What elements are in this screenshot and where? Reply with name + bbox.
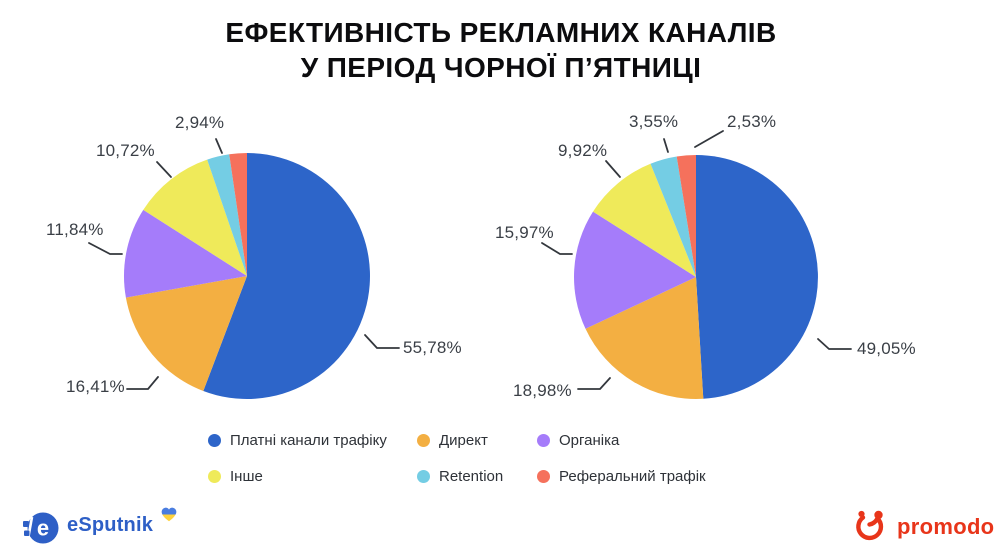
leader-left-retention xyxy=(215,138,223,154)
label-right-paid: 49,05% xyxy=(857,339,916,358)
leader-right-direct xyxy=(577,377,611,390)
legend-dot-direct xyxy=(417,434,430,447)
legend-dot-other xyxy=(208,470,221,483)
label-right-other: 9,92% xyxy=(558,141,608,160)
page-title: ЕФЕКТИВНІСТЬ РЕКЛАМНИХ КАНАЛІВ У ПЕРІОД … xyxy=(0,15,1002,86)
leader-left-direct xyxy=(126,376,159,390)
legend-dot-referral xyxy=(537,470,550,483)
legend-label-direct: Директ xyxy=(439,432,488,449)
pie-slice-1 xyxy=(125,276,247,391)
pie-slice-2 xyxy=(123,209,247,298)
label-left-organic: 11,84% xyxy=(46,220,104,239)
esputnik-logo: e eSputnik xyxy=(22,506,178,548)
pie-slice-0 xyxy=(203,153,370,400)
leader-right-paid xyxy=(817,338,852,350)
legend-item-organic: Органіка xyxy=(537,432,619,449)
legend-item-other: Інше xyxy=(208,468,263,485)
label-left-direct: 16,41% xyxy=(66,377,125,396)
promodo-wordmark: promodo xyxy=(897,514,995,539)
esputnik-icon: e xyxy=(23,512,59,544)
pie-slice-2 xyxy=(573,211,696,329)
leader-right-referral xyxy=(694,130,724,148)
legend-label-paid-channels: Платні канали трафіку xyxy=(230,432,387,449)
legend-label-retention: Retention xyxy=(439,468,504,485)
label-left-retention: 2,94% xyxy=(175,113,225,132)
pie-chart-right xyxy=(573,155,818,399)
pie-chart-left xyxy=(123,153,370,400)
legend-item-retention: Retention xyxy=(417,468,503,485)
leader-left-paid xyxy=(364,334,400,349)
promodo-icon xyxy=(856,510,884,541)
label-left-paid: 55,78% xyxy=(403,338,462,357)
leader-right-other xyxy=(605,160,621,178)
label-left-other: 10,72% xyxy=(96,141,155,160)
label-right-direct: 18,98% xyxy=(513,381,572,400)
legend-item-referral: Реферальний трафік xyxy=(537,468,706,485)
legend-item-paid-channels: Платні канали трафіку xyxy=(208,432,387,449)
legend-dot-organic xyxy=(537,434,550,447)
legend-label-organic: Органіка xyxy=(559,432,620,449)
promodo-logo: promodo xyxy=(851,509,994,545)
leader-right-retention xyxy=(663,138,669,153)
label-right-organic: 15,97% xyxy=(495,223,554,242)
legend-item-direct: Директ xyxy=(417,432,488,449)
pie-slice-5 xyxy=(229,153,247,276)
pie-slice-1 xyxy=(585,277,704,399)
leader-right-organic xyxy=(541,242,573,255)
leader-left-organic xyxy=(88,242,123,255)
esputnik-wordmark: eSputnik xyxy=(67,514,154,536)
svg-text:e: e xyxy=(37,516,49,541)
leader-lines xyxy=(88,130,852,390)
legend-dot-retention xyxy=(417,470,430,483)
label-right-retention: 3,55% xyxy=(629,112,679,131)
pie-slice-5 xyxy=(676,155,696,277)
legend-dot-paid-channels xyxy=(208,434,221,447)
pie-slice-3 xyxy=(592,163,696,277)
legend-label-referral: Реферальний трафік xyxy=(559,468,706,485)
pie-slice-3 xyxy=(143,159,247,276)
page-title-line2: У ПЕРІОД ЧОРНОЇ П’ЯТНИЦІ xyxy=(300,52,702,84)
leader-left-other xyxy=(156,161,172,178)
ukraine-heart-icon xyxy=(161,507,177,522)
page-title-line1: ЕФЕКТИВНІСТЬ РЕКЛАМНИХ КАНАЛІВ xyxy=(225,17,777,48)
pie-slice-4 xyxy=(207,154,247,276)
pie-slice-4 xyxy=(650,156,696,277)
label-right-referral: 2,53% xyxy=(727,112,777,131)
legend-label-other: Інше xyxy=(230,468,263,485)
pie-slice-0 xyxy=(696,155,818,399)
